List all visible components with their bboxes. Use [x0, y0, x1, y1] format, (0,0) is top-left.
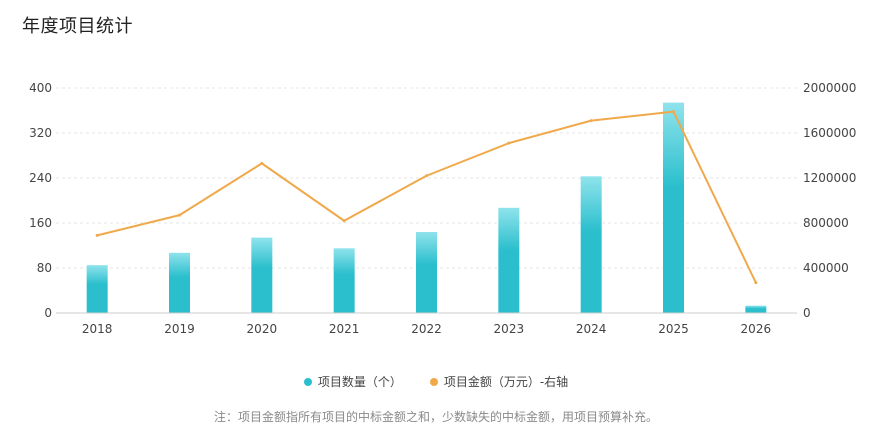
bar-2018[interactable] — [86, 265, 108, 313]
bar-2019[interactable] — [169, 252, 190, 313]
chart-title: 年度项目统计 — [22, 16, 133, 37]
line-point-2020[interactable] — [260, 161, 264, 165]
right-axis-tick-label: 1200000 — [803, 171, 856, 185]
legend-dot-icon — [429, 377, 438, 386]
legend-dot-icon — [303, 377, 312, 386]
x-axis-tick-label: 2024 — [576, 322, 607, 336]
line-point-2026[interactable] — [754, 281, 758, 285]
line-point-2019[interactable] — [178, 213, 181, 217]
line-series — [95, 110, 758, 285]
line-point-2025[interactable] — [672, 110, 675, 114]
right-axis-tick-label: 0 — [803, 306, 811, 320]
bar-2023[interactable] — [498, 207, 520, 313]
legend-item-amount[interactable]: 项目金额（万元）-右轴 — [429, 373, 569, 390]
bar-2021[interactable] — [333, 248, 355, 313]
line-point-2018[interactable] — [95, 233, 99, 237]
legend-label-amount: 项目金额（万元）-右轴 — [443, 375, 569, 389]
x-axis-tick-label: 2026 — [741, 322, 772, 336]
legend-item-count[interactable]: 项目数量（个） — [303, 373, 402, 390]
x-axis-tick-label: 2025 — [658, 322, 689, 336]
legend: 项目数量（个） 项目金额（万元）-右轴 — [0, 373, 872, 390]
right-axis-tick-label: 1600000 — [803, 126, 856, 140]
bar-2025[interactable] — [663, 102, 684, 313]
left-axis-tick-label: 400 — [29, 81, 52, 95]
x-axis-tick-label: 2022 — [411, 322, 442, 336]
axes: 0 80 160 240 320 400 0 400000 800000 1200000 16000… — [29, 81, 856, 336]
line-point-2021[interactable] — [342, 219, 346, 223]
x-axis-tick-label: 2020 — [247, 322, 278, 336]
bar-2020[interactable] — [251, 237, 273, 313]
line-point-2024[interactable] — [589, 119, 593, 123]
combo-chart: 0 80 160 240 320 400 0 400000 800000 1200000 16000… — [29, 81, 856, 336]
bar-series — [86, 102, 767, 313]
bar-2024[interactable] — [580, 176, 602, 313]
line-point-2022[interactable] — [425, 174, 428, 178]
legend-label-count: 项目数量（个） — [317, 375, 402, 389]
left-axis-tick-label: 240 — [29, 171, 52, 185]
right-axis-tick-label: 400000 — [803, 261, 849, 275]
x-axis-tick-label: 2019 — [164, 322, 195, 336]
bar-2022[interactable] — [416, 232, 437, 313]
right-axis-tick-label: 800000 — [803, 216, 849, 230]
bar-2026[interactable] — [745, 305, 767, 313]
right-axis-tick-label: 2000000 — [803, 81, 856, 95]
x-axis-tick-label: 2018 — [82, 322, 113, 336]
x-axis-tick-label: 2021 — [329, 322, 360, 336]
left-axis-tick-label: 160 — [29, 216, 52, 230]
left-axis-tick-label: 0 — [44, 306, 52, 320]
x-axis-tick-label: 2023 — [494, 322, 525, 336]
footnote: 注：项目金额指所有项目的中标金额之和，少数缺失的中标金额，用项目预算补充。 — [213, 410, 658, 424]
left-axis-tick-label: 80 — [37, 261, 52, 275]
line-point-2023[interactable] — [507, 141, 511, 145]
left-axis-tick-label: 320 — [29, 126, 52, 140]
